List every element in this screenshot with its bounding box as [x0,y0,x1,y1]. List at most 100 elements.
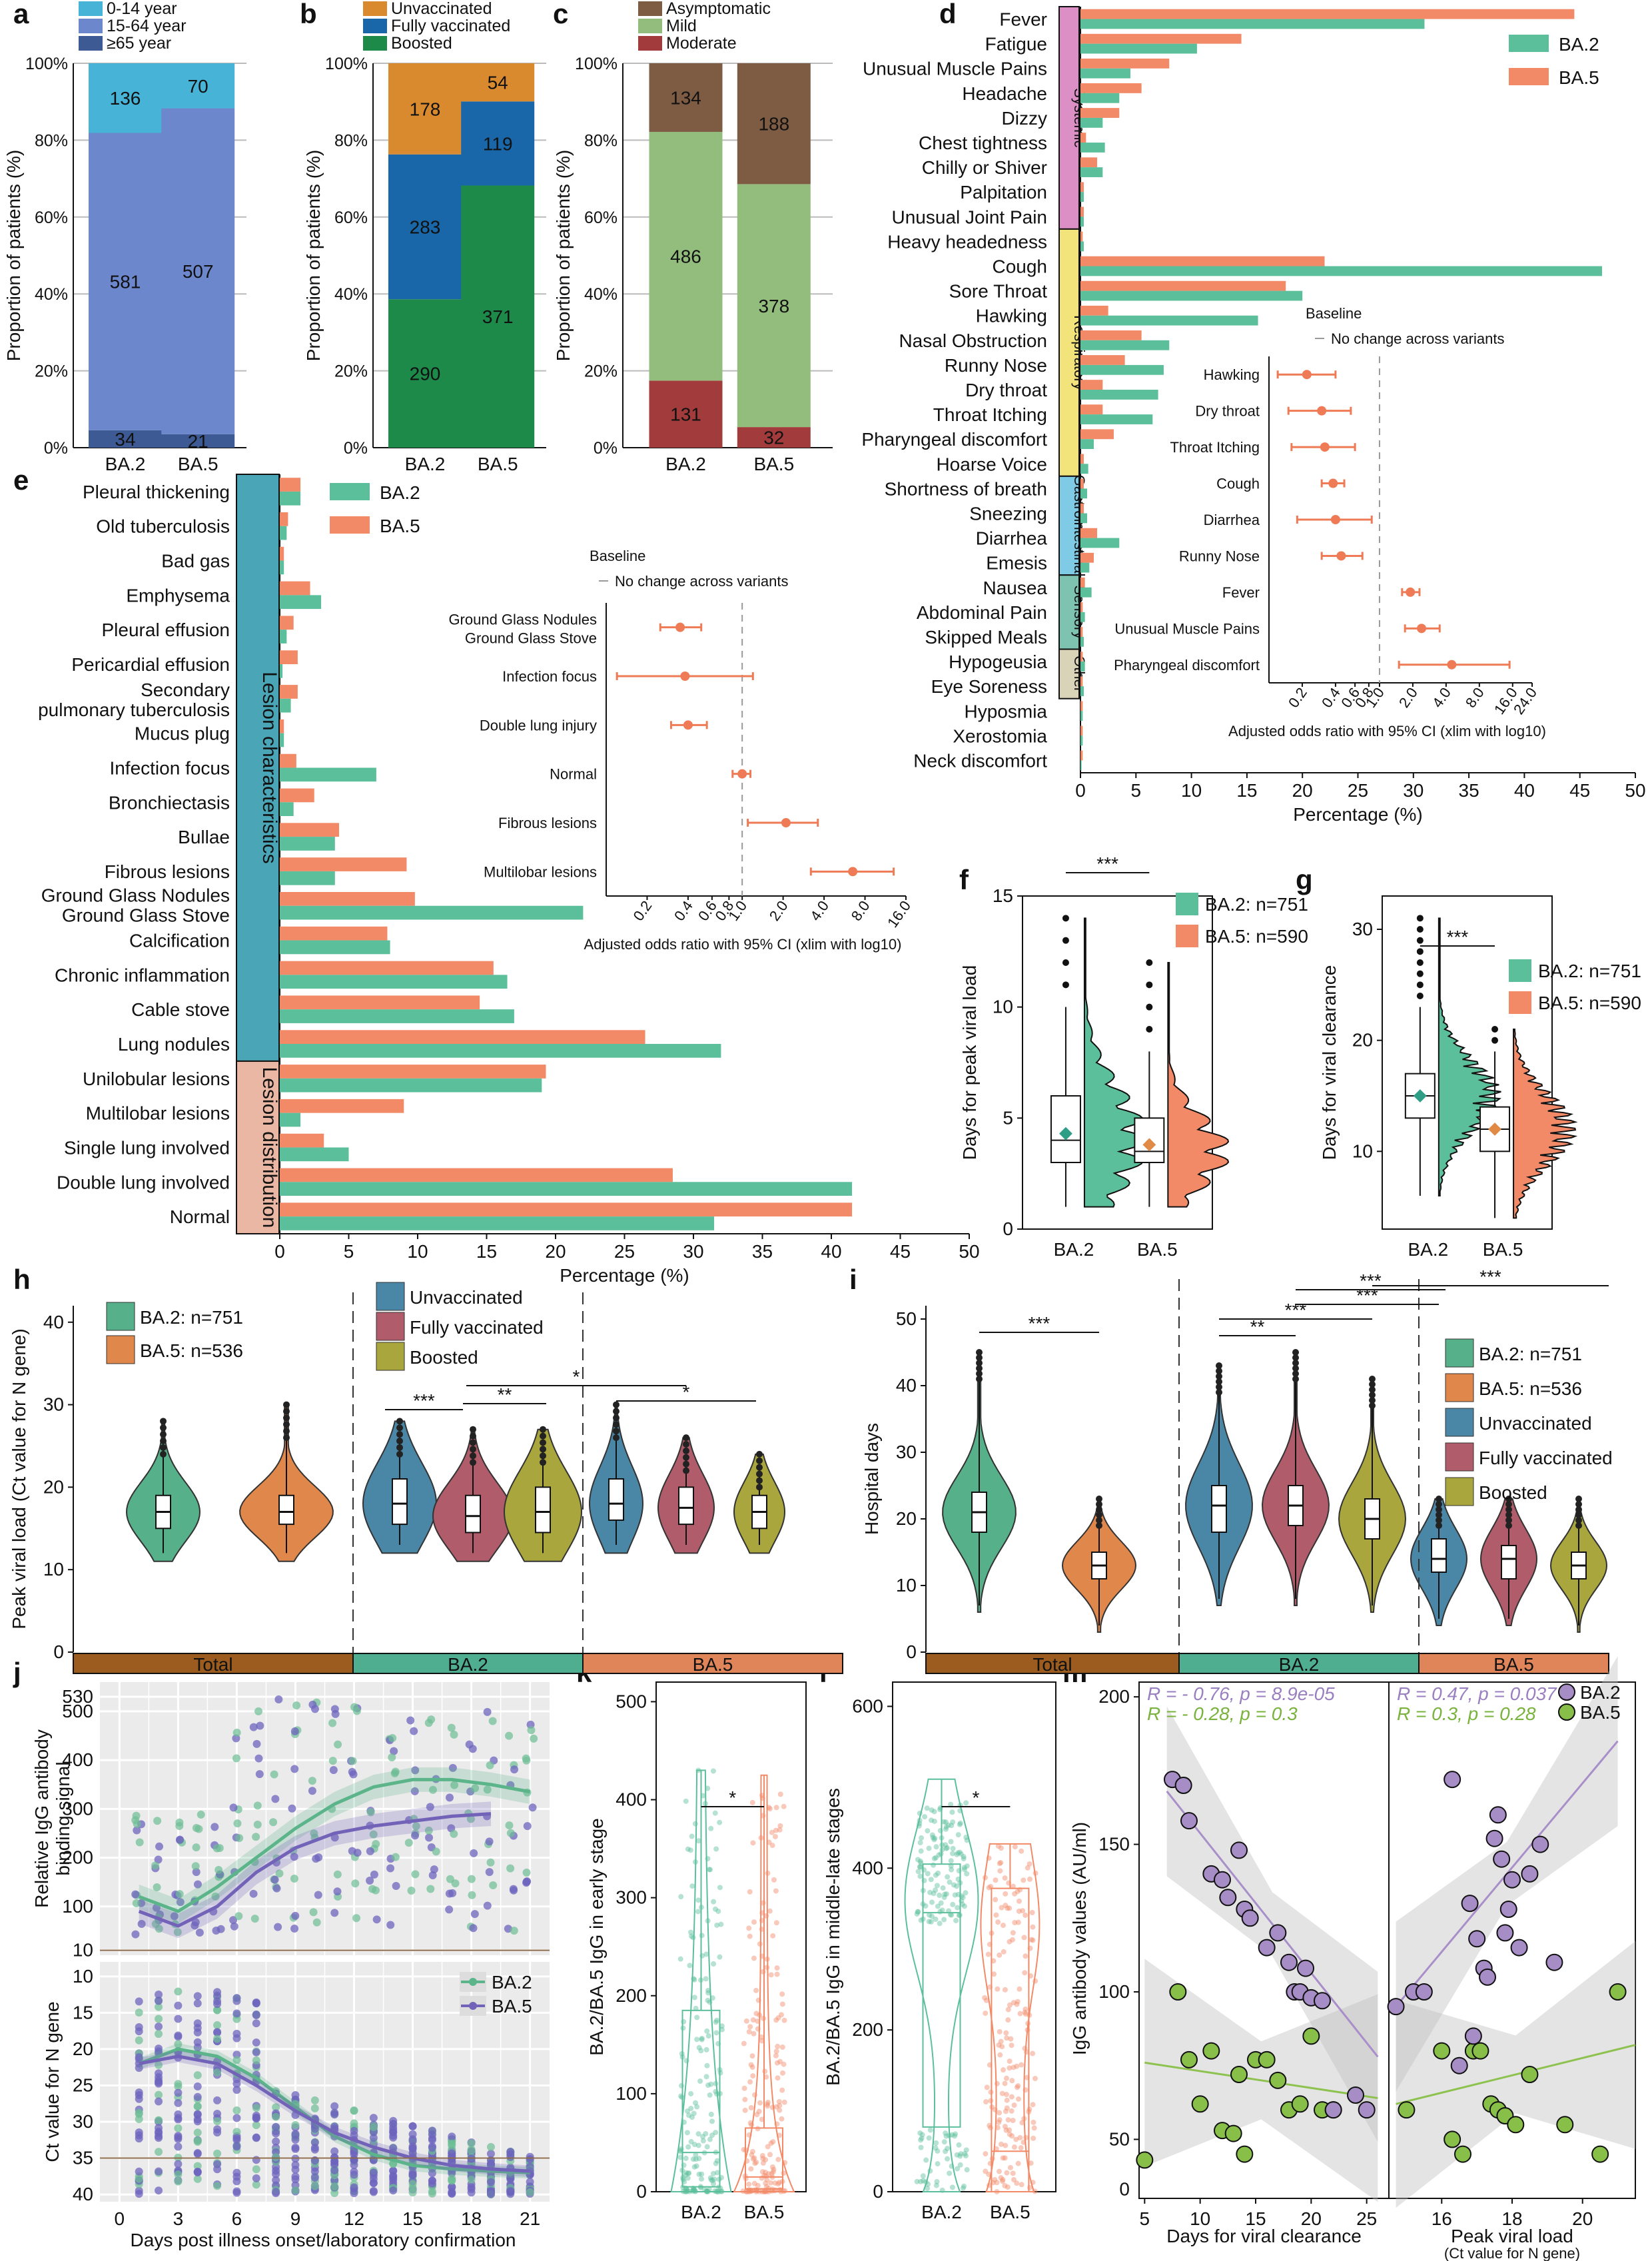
panel-g-legend-label: BA.2: n=751 [1538,961,1641,981]
panel-k-jitter-point [703,1951,709,1957]
panel-b-bar-segment [388,154,462,300]
panel-i-outlier [1292,1370,1299,1377]
panel-l-jitter-point [986,2171,992,2177]
panel-k-jitter-point [782,2188,788,2194]
panel-l-jitter-point [1007,2131,1013,2137]
panel-a-legend-swatch [79,1,103,16]
panel-k-jitter-point [774,1971,780,1977]
panel-l-jitter-point [943,2133,949,2139]
panel-h-legend-swatch [106,1302,135,1331]
panel-j-top-point [483,1901,492,1910]
panel-e-bar-ba5 [280,1099,404,1113]
panel-j-bottom-point [135,2190,143,2198]
panel-l-jitter-point [986,1855,992,1861]
panel-b-ytick: 80% [334,131,368,150]
panel-i-outlier [976,1370,983,1377]
panel-l-jitter-point [1005,1905,1011,1911]
panel-j-bottom-point [252,2048,260,2056]
panel-a-legend-label: 0-14 year [107,0,177,18]
panel-l-jitter-point [986,2182,992,2188]
panel-m-right-stat: R = 0.3, p = 0.28 [1397,1703,1536,1724]
panel-l-jitter-point [963,1800,969,1806]
panel-d-inset-point [1302,370,1312,380]
panel-d-bar-ba5 [1080,503,1084,514]
panel-f-outlier [1146,959,1153,966]
panel-j-bottom-point [467,2188,476,2197]
panel-l-jitter-point [923,1903,929,1909]
panel-d-xlabel: Percentage (%) [1293,804,1423,825]
panel-j-top-point [523,1822,532,1831]
panel-d-category-label: Throat Itching [933,404,1047,425]
panel-m-left-point [1224,2124,1242,2142]
panel-l-jitter-point [1031,2119,1036,2125]
panel-k-jitter-point [775,2015,781,2021]
panel-d-category-label: Eye Soreness [931,676,1047,697]
panel-d-category-label: Chilly or Shiver [922,157,1047,178]
panel-j-top-point [229,1916,238,1925]
panel-l-jitter-point [987,2160,993,2166]
panel-j-top-point [471,1784,480,1793]
panel-j-bottom-point [135,2167,143,2176]
panel-a-bar-segment [89,133,162,430]
panel-m-left-fit-line [1144,2061,1378,2099]
panel-l-jitter-point [997,1861,1003,1867]
panel-j-top-point [256,1721,264,1730]
panel-e-bar-ba5 [280,753,296,768]
panel-i-outlier [1505,1501,1512,1508]
panel-k-jitter-point [777,1827,783,1833]
panel-l-xtick: BA.2 [921,2202,962,2222]
panel-k-jitter-point [693,2156,699,2162]
panel-j-top-point [350,1703,359,1711]
panel-l-jitter-point [917,2130,923,2136]
panel-i-legend-swatch [1445,1338,1474,1368]
panel-k-jitter-point [684,2188,690,2194]
panel-k-jitter-point [761,2188,767,2194]
panel-k-jitter-point [694,2036,700,2042]
panel-i-sig-label: *** [1360,1270,1382,1291]
panel-c-xtick: BA.5 [753,454,794,474]
panel-j-bottom-point [350,2106,358,2115]
panel-d-inset-row-label: Dry throat [1195,403,1260,420]
panel-j-bottom-point [213,2000,222,2009]
panel-f-ytick: 15 [993,885,1013,906]
panel-d-xtick: 20 [1292,780,1313,801]
panel-l-jitter-point [1030,1937,1036,1943]
panel-j-bottom-point [213,2068,222,2076]
panel-k-jitter-point [753,2011,759,2017]
panel-d-bar-ba5 [1080,750,1083,761]
panel-l-jitter-point [1012,1844,1018,1850]
panel-e-bar-ba2 [280,1044,721,1058]
panel-l-jitter-point [997,2110,1003,2116]
panel-i-ytick: 50 [896,1308,917,1329]
panel-l-jitter-point [1029,1909,1035,1915]
panel-l-jitter-point [927,2168,933,2174]
panel-k-jitter-point [746,1925,752,1931]
panel-l-jitter-point [1019,1848,1025,1854]
panel-l-jitter-point [1011,2176,1017,2182]
panel-letter-i: i [849,1264,857,1295]
panel-j-bottom-point [193,2136,202,2145]
panel-k-jitter-point [776,2098,782,2104]
panel-j-top-point [351,1879,360,1888]
panel-i-outlier [1292,1349,1299,1356]
panel-l-jitter-point [923,2157,929,2163]
panel-l-jitter-point [1027,1876,1032,1882]
panel-j-bottom-point [213,2182,222,2190]
panel-e-category-label: Chronic inflammation [55,965,230,985]
panel-j-bottom-point [330,2182,339,2191]
panel-k-jitter-point [775,2181,781,2187]
panel-k-ytick: 500 [616,1691,647,1711]
panel-l-jitter-point [1030,2180,1036,2186]
panel-b-segment-label: 54 [488,73,508,93]
panel-b-bar-segment [461,185,535,448]
panel-e-legend-swatch [330,516,370,534]
panel-k-jitter-point [695,1897,701,1903]
panel-l-jitter-point [1015,2083,1021,2089]
panel-i-legend-label: Fully vaccinated [1479,1448,1613,1468]
panel-j-bottom-point [330,2108,339,2117]
panel-c-bar-segment [737,184,811,428]
panel-d-inset-point [1317,406,1327,416]
panel-a-legend-swatch [79,36,103,51]
panel-l-jitter-point [949,1823,955,1829]
panel-k-jitter-point [758,1835,764,1841]
